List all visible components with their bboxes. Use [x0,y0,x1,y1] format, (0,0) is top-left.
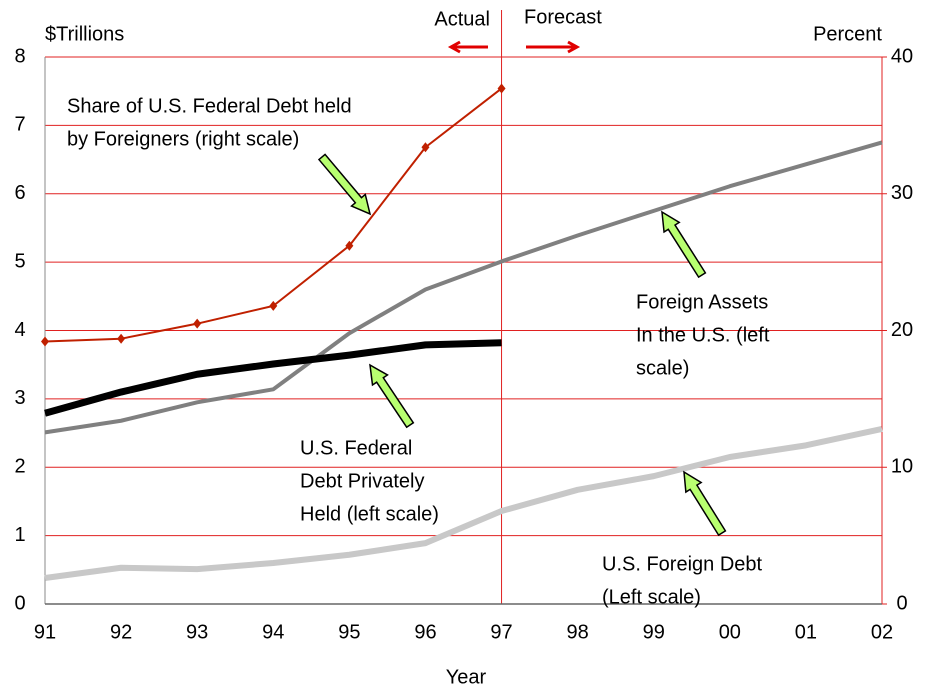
y2-tick-label: 30 [891,182,913,204]
x-axis-label: Year [446,666,487,688]
y2-tick-label: 0 [896,592,907,614]
series-label: Share of U.S. Federal Debt held [67,95,352,117]
series-label: Foreign Assets [636,291,768,313]
y2-tick-label: 10 [891,456,913,478]
series-label: scale) [636,357,689,379]
x-tick-label: 93 [186,621,208,643]
y2-axis-label: Percent [813,23,882,45]
series-line [44,140,883,435]
x-tick-label: 99 [643,621,665,643]
callout-arrow [683,470,727,537]
series-label: Debt Privately [300,470,425,492]
data-point [421,142,430,153]
callout-arrow [661,210,707,279]
y-tick-label: 1 [14,524,25,546]
y2-tick-label: 40 [891,45,913,67]
series-label: In the U.S. (left [636,324,770,346]
y-axis-label: $Trillions [45,23,124,45]
series-label: U.S. Federal [300,437,412,459]
y-tick-label: 4 [14,319,25,341]
annotation: Forecast [524,6,602,28]
callout-arrow [317,153,372,216]
x-tick-label: 91 [34,621,56,643]
y-tick-label: 8 [14,45,25,67]
x-tick-label: 97 [490,621,512,643]
series-label: Held (left scale) [300,503,439,525]
x-tick-label: 94 [262,621,284,643]
y-tick-label: 7 [14,114,25,136]
series-label: (Left scale) [602,586,701,608]
data-point [193,318,202,329]
x-tick-label: 02 [871,621,893,643]
series-line [44,339,502,417]
data-point [497,83,506,94]
data-point [117,333,126,344]
y2-tick-label: 20 [891,319,913,341]
x-tick-label: 00 [719,621,741,643]
y-tick-label: 3 [14,387,25,409]
y-tick-label: 0 [14,592,25,614]
data-point [345,240,354,251]
series-label: by Foreigners (right scale) [67,128,299,150]
x-tick-label: 92 [110,621,132,643]
x-tick-label: 95 [338,621,360,643]
actual-arrow [447,40,488,54]
callout-arrow [369,363,415,429]
annotation: Actual [434,8,490,30]
y-tick-label: 2 [14,456,25,478]
series-line [44,426,883,581]
x-tick-label: 96 [414,621,436,643]
x-tick-label: 98 [567,621,589,643]
forecast-arrow [526,40,581,54]
y-tick-label: 5 [14,250,25,272]
data-point [269,300,278,311]
y-tick-label: 6 [14,182,25,204]
x-tick-label: 01 [795,621,817,643]
series-label: U.S. Foreign Debt [602,553,763,575]
data-point [41,336,49,347]
